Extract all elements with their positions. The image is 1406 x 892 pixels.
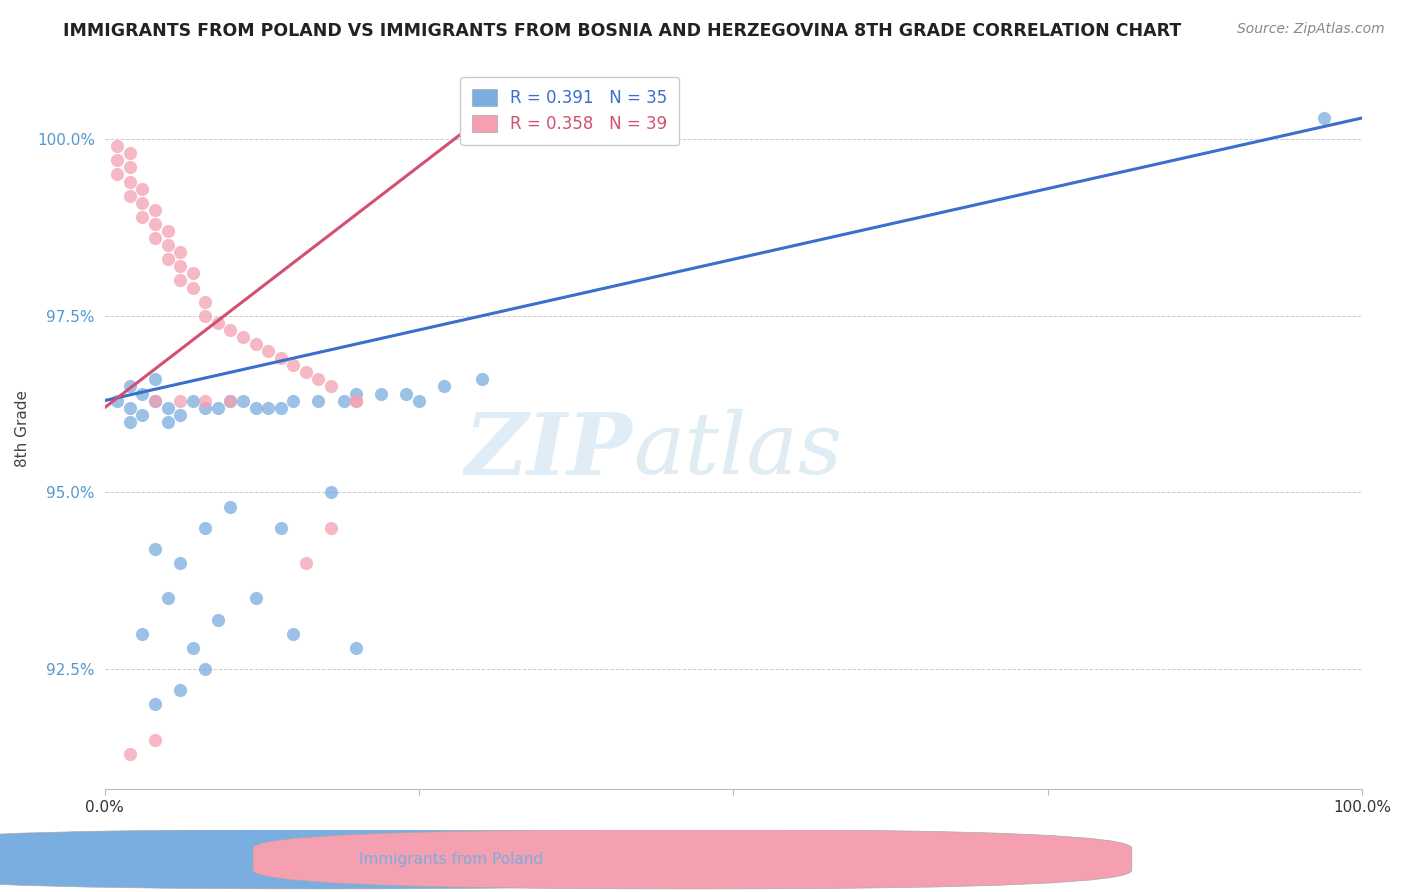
- Point: [194, 401, 217, 415]
- Point: [245, 401, 267, 415]
- Point: [131, 181, 153, 195]
- Point: [118, 188, 141, 202]
- Point: [319, 379, 342, 393]
- Point: [118, 379, 141, 393]
- Point: [131, 210, 153, 224]
- Point: [156, 252, 179, 267]
- Point: [207, 613, 229, 627]
- Point: [105, 153, 128, 168]
- Point: [105, 393, 128, 408]
- Text: IMMIGRANTS FROM POLAND VS IMMIGRANTS FROM BOSNIA AND HERZEGOVINA 8TH GRADE CORRE: IMMIGRANTS FROM POLAND VS IMMIGRANTS FRO…: [63, 22, 1181, 40]
- Point: [283, 358, 305, 372]
- Point: [118, 415, 141, 429]
- Point: [118, 175, 141, 189]
- Point: [118, 161, 141, 175]
- Point: [131, 626, 153, 640]
- Point: [143, 393, 166, 408]
- Point: [283, 393, 305, 408]
- Point: [245, 337, 267, 351]
- Point: [270, 351, 292, 366]
- Point: [370, 386, 392, 401]
- Point: [156, 415, 179, 429]
- Y-axis label: 8th Grade: 8th Grade: [15, 391, 30, 467]
- Point: [118, 747, 141, 761]
- Point: [143, 217, 166, 231]
- Text: ZIP: ZIP: [465, 409, 633, 492]
- Point: [344, 386, 367, 401]
- Point: [156, 401, 179, 415]
- Point: [143, 202, 166, 217]
- Point: [143, 372, 166, 386]
- Text: atlas: atlas: [633, 409, 842, 491]
- Point: [118, 401, 141, 415]
- Text: Immigrants from Poland: Immigrants from Poland: [359, 852, 543, 867]
- Point: [169, 556, 191, 570]
- Point: [270, 401, 292, 415]
- Point: [181, 393, 204, 408]
- Point: [105, 168, 128, 182]
- Legend: R = 0.391   N = 35, R = 0.358   N = 39: R = 0.391 N = 35, R = 0.358 N = 39: [460, 77, 679, 145]
- Point: [194, 662, 217, 676]
- Point: [232, 330, 254, 344]
- Point: [131, 408, 153, 422]
- Point: [143, 231, 166, 245]
- Point: [219, 393, 242, 408]
- Point: [169, 393, 191, 408]
- Point: [295, 365, 318, 379]
- Point: [194, 393, 217, 408]
- Point: [219, 500, 242, 514]
- Point: [181, 267, 204, 281]
- Point: [156, 238, 179, 252]
- FancyBboxPatch shape: [253, 830, 1132, 888]
- Point: [433, 379, 456, 393]
- Point: [408, 393, 430, 408]
- Point: [169, 683, 191, 698]
- Point: [283, 626, 305, 640]
- Point: [105, 139, 128, 153]
- Point: [169, 408, 191, 422]
- Point: [245, 591, 267, 606]
- Point: [307, 372, 329, 386]
- Point: [232, 393, 254, 408]
- Point: [181, 640, 204, 655]
- Point: [194, 294, 217, 309]
- Point: [219, 393, 242, 408]
- Point: [295, 556, 318, 570]
- Point: [344, 393, 367, 408]
- Point: [344, 640, 367, 655]
- Point: [270, 521, 292, 535]
- Point: [319, 485, 342, 500]
- Point: [181, 280, 204, 294]
- Point: [156, 224, 179, 238]
- Point: [194, 521, 217, 535]
- Point: [344, 393, 367, 408]
- Point: [257, 401, 280, 415]
- FancyBboxPatch shape: [0, 830, 766, 888]
- Point: [131, 386, 153, 401]
- Point: [307, 393, 329, 408]
- Point: [257, 344, 280, 359]
- Point: [207, 401, 229, 415]
- Point: [169, 245, 191, 260]
- Point: [131, 195, 153, 210]
- Point: [143, 732, 166, 747]
- Text: Source: ZipAtlas.com: Source: ZipAtlas.com: [1237, 22, 1385, 37]
- Point: [1313, 111, 1336, 125]
- Point: [169, 260, 191, 274]
- Point: [169, 273, 191, 287]
- Point: [156, 591, 179, 606]
- Point: [143, 541, 166, 556]
- Point: [219, 323, 242, 337]
- Point: [332, 393, 354, 408]
- Point: [471, 372, 494, 386]
- Point: [319, 521, 342, 535]
- Point: [118, 146, 141, 161]
- Point: [207, 316, 229, 330]
- Point: [143, 698, 166, 712]
- Text: Immigrants from Bosnia and Herzegovina: Immigrants from Bosnia and Herzegovina: [724, 852, 1043, 867]
- Point: [143, 393, 166, 408]
- Point: [395, 386, 418, 401]
- Point: [194, 309, 217, 323]
